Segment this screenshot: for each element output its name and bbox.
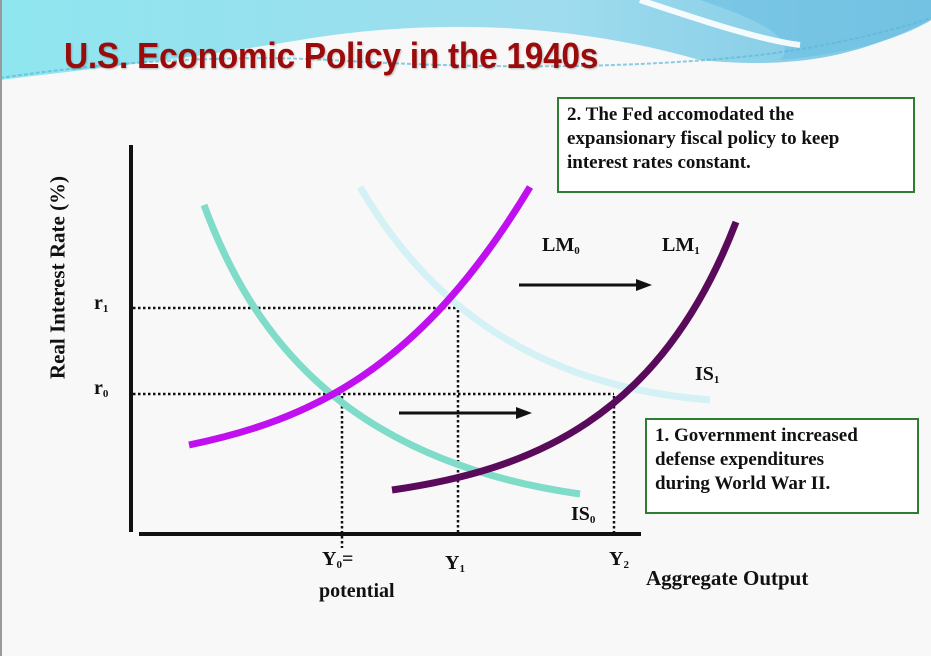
is1-curve	[356, 185, 711, 404]
fed-policy-note: 2. The Fed accomodated the expansionary …	[557, 97, 915, 193]
guide-lines	[133, 306, 616, 548]
label-lm1: LM1	[662, 234, 700, 257]
fed-note-line-1: 2. The Fed accomodated the	[567, 104, 795, 125]
slide-title: U.S. Economic Policy in the 1940s	[64, 35, 599, 76]
gov-note-line-1: 1. Government increased	[655, 425, 858, 446]
fed-note-line-3: interest rates constant.	[567, 152, 751, 173]
y-tick-r0: r0	[94, 377, 109, 400]
fed-note-line-2: expansionary fiscal policy to keep	[567, 128, 840, 149]
lm1-curve	[391, 220, 740, 494]
gov-note-line-2: defense expenditures	[655, 449, 825, 470]
label-is1: IS1	[695, 363, 720, 386]
x-tick-y0-potential: potential	[319, 580, 395, 602]
lm0-curve	[188, 185, 533, 449]
government-spending-note: 1. Government increased defense expendit…	[645, 418, 919, 514]
gov-note-line-3: during World War II.	[655, 473, 831, 494]
x-tick-y2: Y2	[609, 548, 629, 571]
x-tick-y0: Y0=	[322, 548, 354, 571]
x-axis-title: Aggregate Output	[646, 566, 809, 590]
x-tick-y1: Y1	[445, 552, 465, 575]
label-lm0: LM0	[542, 234, 580, 257]
is0-curve	[200, 203, 581, 498]
lm-shift-arrow	[519, 279, 652, 291]
is-shift-arrow	[399, 407, 532, 419]
y-tick-r1: r1	[94, 292, 109, 315]
y-axis-title: Real Interest Rate (%)	[45, 175, 70, 380]
label-is0: IS0	[571, 503, 596, 526]
